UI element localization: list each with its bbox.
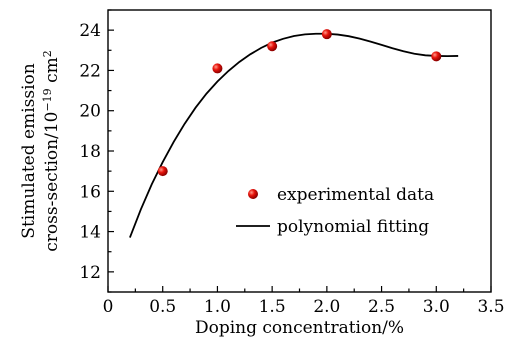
y-axis-title-line2: cross-section/10−19 cm2: [41, 50, 63, 251]
y-tick-label: 12: [79, 263, 101, 283]
legend-marker-scatter: [248, 189, 258, 199]
x-tick-label: 1.5: [259, 297, 286, 317]
axis-ticks: [107, 9, 492, 293]
data-point: [157, 166, 168, 177]
y-tick-label: 16: [79, 182, 101, 202]
data-point: [321, 29, 332, 40]
x-tick-label: 1.0: [204, 297, 231, 317]
data-point: [267, 41, 278, 52]
y-tick-label: 22: [79, 61, 101, 81]
y-tick-label: 14: [79, 223, 101, 243]
x-tick-label: 0.5: [149, 297, 176, 317]
legend-label-line: polynomial fitting: [277, 217, 429, 237]
y-tick-label: 24: [79, 21, 101, 41]
y-axis-title-exponent: −19: [41, 88, 54, 111]
x-tick-label: 2.0: [313, 297, 340, 317]
data-point: [431, 51, 442, 62]
x-tick-label: 2.5: [368, 297, 395, 317]
series-layer: [129, 29, 459, 238]
legend: experimental data polynomial fitting: [236, 185, 434, 237]
y-axis-title-unit: cm: [42, 57, 62, 88]
x-tick-label: 0: [103, 297, 114, 317]
fit-curve: [129, 32, 459, 238]
tick-labels: 0 0.5 1.0 1.5 2.0 2.5 3.0 3.5 12 14 16 18 20 22 24: [79, 21, 504, 317]
y-axis-title-line1: Stimulated emission: [19, 63, 39, 238]
x-tick-label: 3.5: [477, 297, 504, 317]
legend-label-scatter: experimental data: [277, 185, 434, 205]
data-point: [212, 63, 223, 74]
y-axis-title-prefix: cross-section/10: [42, 112, 62, 252]
x-axis-title: Doping concentration/%: [195, 318, 404, 338]
y-tick-label: 20: [79, 102, 101, 122]
y-tick-label: 18: [79, 142, 101, 162]
x-tick-label: 3.0: [423, 297, 450, 317]
y-axis-title-unit-exponent: 2: [41, 50, 54, 57]
